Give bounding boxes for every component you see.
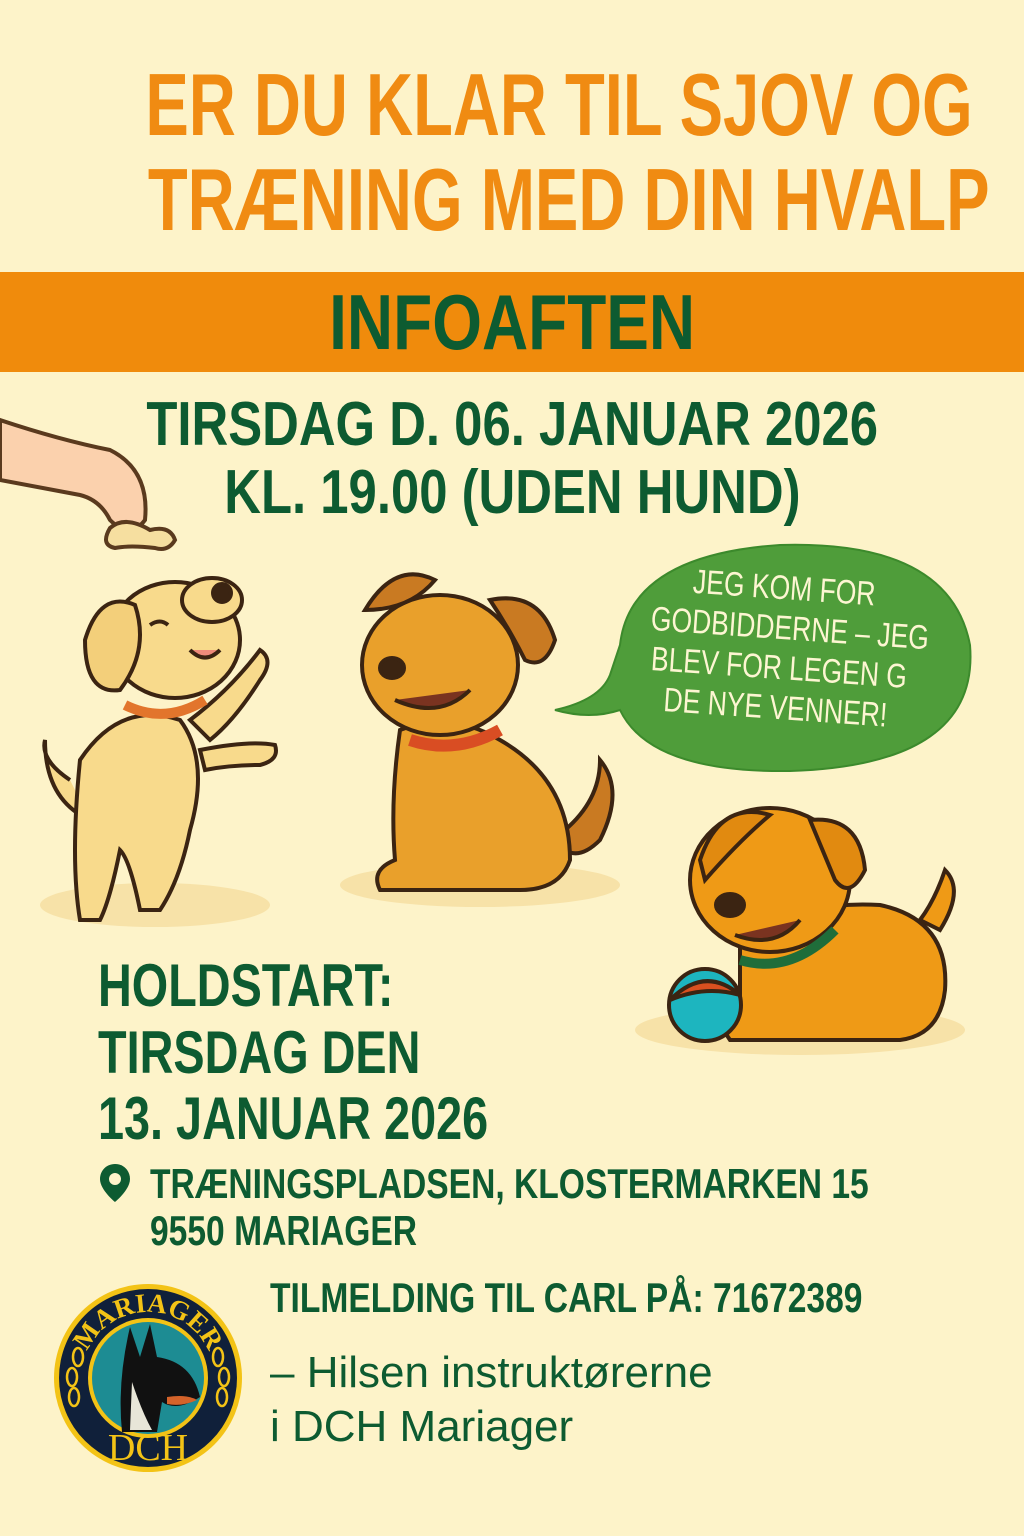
speech-bubble <box>554 543 972 773</box>
infoaften-banner: INFOAFTEN <box>0 272 1024 372</box>
dch-mariager-logo: MARIAGER DCH <box>54 1284 242 1472</box>
headline-line-1: ER DU KLAR TIL SJOV OG <box>145 55 973 154</box>
jumping-puppy <box>42 576 278 922</box>
course-start-day: TIRSDAG DEN <box>98 1019 421 1086</box>
speech-bubble-text: JEG KOM FOR GODBIDDERNE – JEG BLEV FOR L… <box>649 562 931 735</box>
greeting-line-2: i DCH Mariager <box>270 1402 574 1451</box>
sitting-puppy <box>360 572 615 892</box>
signup-info: TILMELDING TIL CARL PÅ: 71672389 <box>270 1274 863 1321</box>
location-city: 9550 MARIAGER <box>150 1207 418 1254</box>
map-pin-icon <box>100 1164 130 1202</box>
info-time: KL. 19.00 (UDEN HUND) <box>223 458 801 527</box>
headline-line-2: TRÆNING MED DIN HVALP <box>147 150 990 249</box>
puppies-illustration <box>0 417 965 1055</box>
info-date: TIRSDAG D. 06. JANUAR 2026 <box>146 390 878 459</box>
lying-puppy-with-ball <box>667 806 956 1043</box>
greeting-line-1: – Hilsen instruktørerne <box>270 1348 713 1397</box>
course-start-date: 13. JANUAR 2026 <box>98 1085 489 1152</box>
hand-with-treat-icon <box>0 417 178 551</box>
svg-text:DCH: DCH <box>108 1427 188 1469</box>
course-start-label: HOLDSTART: <box>98 952 394 1019</box>
location-address: TRÆNINGSPLADSEN, KLOSTERMARKEN 15 <box>150 1160 869 1207</box>
